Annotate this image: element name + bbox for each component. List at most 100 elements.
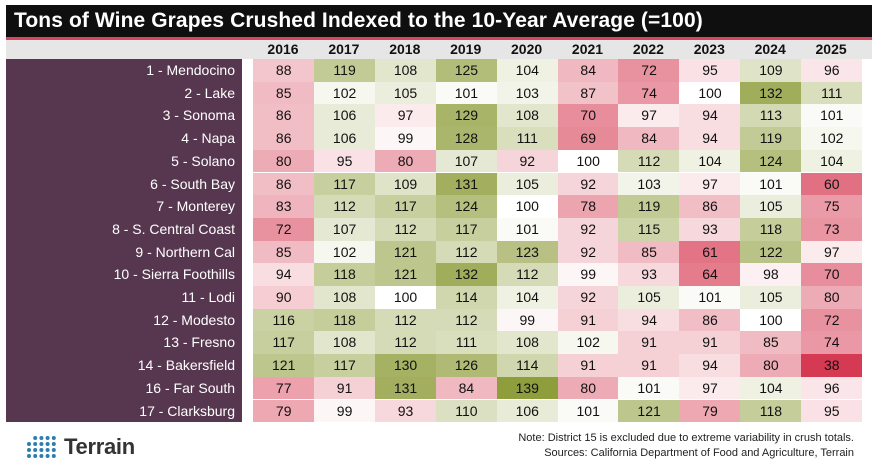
heatmap-cell: 93 <box>618 263 680 286</box>
heatmap-cell: 112 <box>618 149 680 173</box>
heatmap-cell: 124 <box>740 149 802 173</box>
heatmap-cell: 116 <box>253 308 315 332</box>
heatmap-cell: 80 <box>557 376 619 400</box>
heatmap-cell: 104 <box>801 149 863 173</box>
heatmap-cell: 105 <box>740 286 802 309</box>
heatmap-cell: 60 <box>801 172 863 196</box>
heatmap-cell: 112 <box>435 308 498 332</box>
column-header-2016: 2016 <box>267 41 299 57</box>
heatmap-cell: 104 <box>496 286 558 309</box>
heatmap-cell: 92 <box>496 149 558 173</box>
heatmap-cell: 85 <box>253 81 315 105</box>
heatmap-cell: 95 <box>801 399 863 423</box>
heatmap-cell: 118 <box>740 217 802 241</box>
grid-dots-logo-icon <box>27 436 56 458</box>
heatmap-cell: 91 <box>618 331 680 355</box>
heatmap-cell: 70 <box>801 263 863 286</box>
heatmap-cell: 102 <box>557 331 619 355</box>
terrain-logo: Terrain <box>26 432 135 462</box>
row-label: 5 - Solano <box>171 152 235 169</box>
heatmap-cell: 115 <box>618 217 680 241</box>
heatmap-cell: 38 <box>801 354 863 377</box>
heatmap-cell: 83 <box>253 195 315 218</box>
heatmap-cell: 104 <box>496 59 558 82</box>
heatmap-cell: 111 <box>435 331 498 355</box>
logo-text: Terrain <box>64 434 135 459</box>
heatmap-cell: 106 <box>496 399 558 423</box>
column-header-2018: 2018 <box>389 41 421 57</box>
heatmap-cell: 106 <box>313 104 376 128</box>
heatmap-cell: 92 <box>557 240 619 264</box>
heatmap-cell: 94 <box>618 308 680 332</box>
heatmap-cell: 74 <box>801 331 863 355</box>
heatmap-cell: 105 <box>374 81 437 105</box>
heatmap-cell: 114 <box>496 354 558 377</box>
heatmap-cell: 80 <box>801 286 863 309</box>
heatmap-cell: 117 <box>374 195 437 218</box>
row-label: 16 - Far South <box>145 379 236 396</box>
heatmap-cell: 105 <box>618 286 680 309</box>
heatmap-cell: 132 <box>740 81 802 105</box>
logo-dot <box>45 442 50 446</box>
heatmap-cell: 80 <box>740 354 802 377</box>
heatmap-cell: 79 <box>679 399 741 423</box>
heatmap-cell: 108 <box>374 59 437 82</box>
column-header-2023: 2023 <box>693 41 725 57</box>
heatmap-cell: 108 <box>313 331 376 355</box>
heatmap-cell: 108 <box>496 331 558 355</box>
heatmap-cell: 92 <box>557 172 619 196</box>
heatmap-cell: 101 <box>435 81 498 105</box>
heatmap-cell: 105 <box>496 172 558 196</box>
heatmap-cell: 92 <box>557 286 619 309</box>
logo-dot <box>51 448 56 452</box>
row-label: 8 - S. Central Coast <box>112 220 235 237</box>
heatmap-cell: 94 <box>253 263 315 286</box>
heatmap-cell: 94 <box>679 354 741 377</box>
heatmap-cell: 99 <box>374 127 437 150</box>
heatmap-cell: 126 <box>435 354 498 377</box>
logo-dot <box>39 448 44 452</box>
logo-dot <box>39 442 44 446</box>
logo-dot <box>45 454 50 458</box>
row-label: 1 - Mendocino <box>146 62 235 78</box>
heatmap-cell: 80 <box>374 149 437 173</box>
row-label: 11 - Lodi <box>181 289 235 305</box>
logo-dot <box>51 436 56 440</box>
heatmap-cell: 119 <box>313 59 376 82</box>
logo-dot <box>39 436 44 440</box>
heatmap-cell: 103 <box>618 172 680 196</box>
heatmap-cell: 125 <box>435 59 498 82</box>
heatmap-cell: 86 <box>679 195 741 218</box>
heatmap-cell: 86 <box>679 308 741 332</box>
heatmap-cell: 88 <box>253 59 315 82</box>
heatmap-cell: 107 <box>313 217 376 241</box>
heatmap-cell: 86 <box>253 172 315 196</box>
heatmap-cell: 95 <box>679 59 741 82</box>
heatmap-cell: 94 <box>679 104 741 128</box>
heatmap-cell: 99 <box>313 399 376 423</box>
heatmap-cell: 78 <box>557 195 619 218</box>
heatmap-cell: 96 <box>801 376 863 400</box>
row-label: 10 - Sierra Foothills <box>113 266 235 283</box>
year-header-row <box>6 40 872 59</box>
heatmap-cell: 130 <box>374 354 437 377</box>
row-label: 6 - South Bay <box>150 175 235 192</box>
heatmap-cell: 100 <box>557 149 619 173</box>
heatmap-cell: 122 <box>740 240 802 264</box>
heatmap-cell: 121 <box>374 263 437 286</box>
heatmap-cell: 84 <box>557 59 619 82</box>
logo-dot <box>27 454 31 458</box>
footnote: Note: District 15 is excluded due to ext… <box>518 431 854 461</box>
heatmap-cell: 119 <box>618 195 680 218</box>
heatmap-cell: 80 <box>253 149 315 173</box>
heatmap-cell: 79 <box>253 399 315 423</box>
heatmap-cell: 101 <box>618 376 680 400</box>
heatmap-cell: 97 <box>801 240 863 264</box>
logo-dot <box>51 454 56 458</box>
heatmap-cell: 72 <box>801 308 863 332</box>
heatmap-cell: 97 <box>374 104 437 128</box>
logo-dot <box>45 448 50 452</box>
heatmap-cell: 99 <box>496 308 558 332</box>
heatmap-cell: 131 <box>435 172 498 196</box>
heatmap-cell: 97 <box>679 172 741 196</box>
